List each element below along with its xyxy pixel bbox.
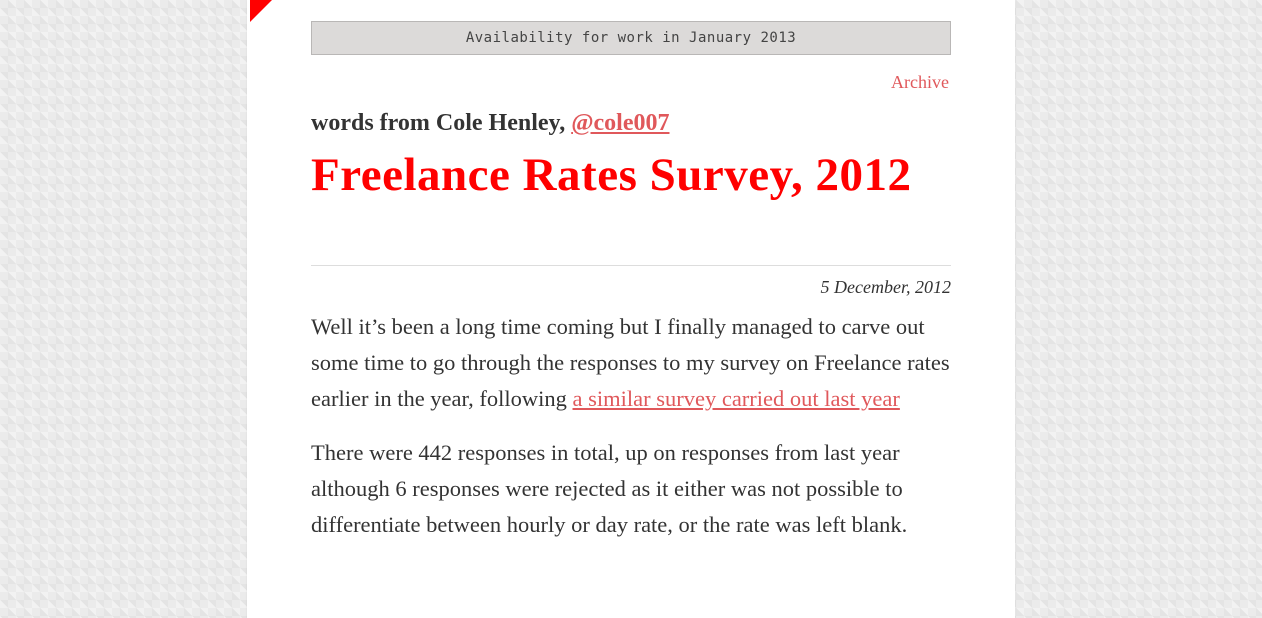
similar-survey-link[interactable]: a similar survey carried out last year <box>572 386 900 411</box>
paragraph-intro: Well it’s been a long time coming but I … <box>311 309 951 417</box>
article-title: Freelance Rates Survey, 2012 <box>311 149 912 201</box>
article-date: 5 December, 2012 <box>820 277 951 297</box>
byline: words from Cole Henley, @cole007 <box>311 110 670 137</box>
page-container: Availability for work in January 2013 Ar… <box>247 0 1015 618</box>
corner-ribbon <box>250 0 272 22</box>
paragraph-responses: There were 442 responses in total, up on… <box>311 440 908 537</box>
paragraph-intro-text: Well it’s been a long time coming but I … <box>311 314 950 411</box>
author-twitter-link[interactable]: @cole007 <box>571 110 670 136</box>
availability-banner[interactable]: Availability for work in January 2013 <box>311 21 951 55</box>
title-divider <box>311 265 951 266</box>
archive-link[interactable]: Archive <box>891 72 949 92</box>
article-body: Well it’s been a long time coming but I … <box>311 309 951 561</box>
byline-prefix: words from Cole Henley, <box>311 110 572 136</box>
